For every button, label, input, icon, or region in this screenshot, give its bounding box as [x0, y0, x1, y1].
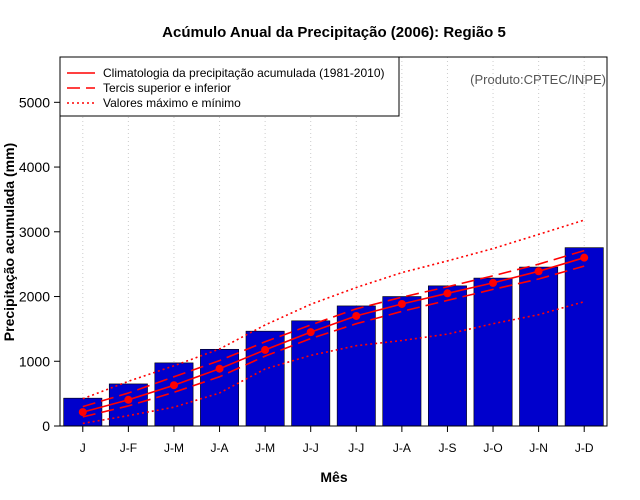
- climatology-point: [352, 311, 361, 320]
- x-tick-label: J-M: [164, 441, 184, 455]
- product-credit: (Produto:CPTEC/INPE): [470, 72, 606, 87]
- climatology-point: [489, 278, 498, 287]
- series-line-dashed: [82, 249, 585, 408]
- x-tick-label: J: [80, 441, 86, 455]
- x-tick-label: J-M: [255, 441, 275, 455]
- x-tick-label: J-A: [211, 441, 229, 455]
- x-tick-label: J-S: [438, 441, 456, 455]
- bar: [154, 362, 194, 427]
- x-tick-label: J-F: [120, 441, 137, 455]
- series-line-dotted: [82, 219, 585, 400]
- y-tick-label: 3000: [19, 224, 50, 240]
- climatology-point: [443, 289, 452, 298]
- bar: [473, 277, 513, 427]
- x-tick-label: J-A: [393, 441, 411, 455]
- x-axis-label: Mês: [320, 469, 347, 485]
- bar: [108, 383, 148, 427]
- climatology-point: [534, 267, 543, 276]
- y-tick-label: 1000: [19, 353, 50, 369]
- legend-label: Tercis superior e inferior: [103, 81, 231, 95]
- bar: [336, 305, 376, 427]
- legend-label: Climatologia da precipitação acumulada (…: [103, 66, 385, 80]
- climatology-point: [169, 381, 178, 390]
- series-line-dashed: [82, 265, 585, 418]
- climatology-point: [124, 395, 133, 404]
- bar: [564, 247, 604, 427]
- y-tick-label: 2000: [19, 289, 50, 305]
- climatology-point: [78, 408, 87, 417]
- y-tick-label: 0: [42, 418, 50, 434]
- climatology-point: [261, 345, 270, 354]
- x-tick-label: J-J: [303, 441, 319, 455]
- y-axis-label: Precipitação acumulada (mm): [1, 143, 17, 341]
- series-line-solid: [82, 256, 585, 413]
- bar: [382, 296, 422, 427]
- y-tick-label: 4000: [19, 159, 50, 175]
- legend: Climatologia da precipitação acumulada (…: [59, 56, 400, 117]
- bar: [291, 320, 331, 427]
- x-tick-label: J-O: [483, 441, 502, 455]
- bar: [519, 266, 559, 427]
- plot-area: 0 1000 2000 3000 4000 5000 J J-F J-M J-A J-M J-J J-J…: [19, 56, 608, 455]
- x-tick-label: J-D: [575, 441, 594, 455]
- legend-label: Valores máximo e mínimo: [103, 96, 241, 110]
- x-tick-label: J-N: [529, 441, 548, 455]
- chart-title: Acúmulo Anual da Precipitação (2006): Re…: [162, 24, 506, 41]
- climatology-point: [215, 364, 224, 373]
- y-tick-label: 5000: [19, 94, 50, 110]
- climatology-point: [397, 299, 406, 308]
- climatology-point: [580, 253, 589, 262]
- bar: [428, 285, 467, 427]
- climatology-point: [306, 328, 315, 337]
- x-tick-label: J-J: [348, 441, 364, 455]
- legend-box: [59, 56, 400, 117]
